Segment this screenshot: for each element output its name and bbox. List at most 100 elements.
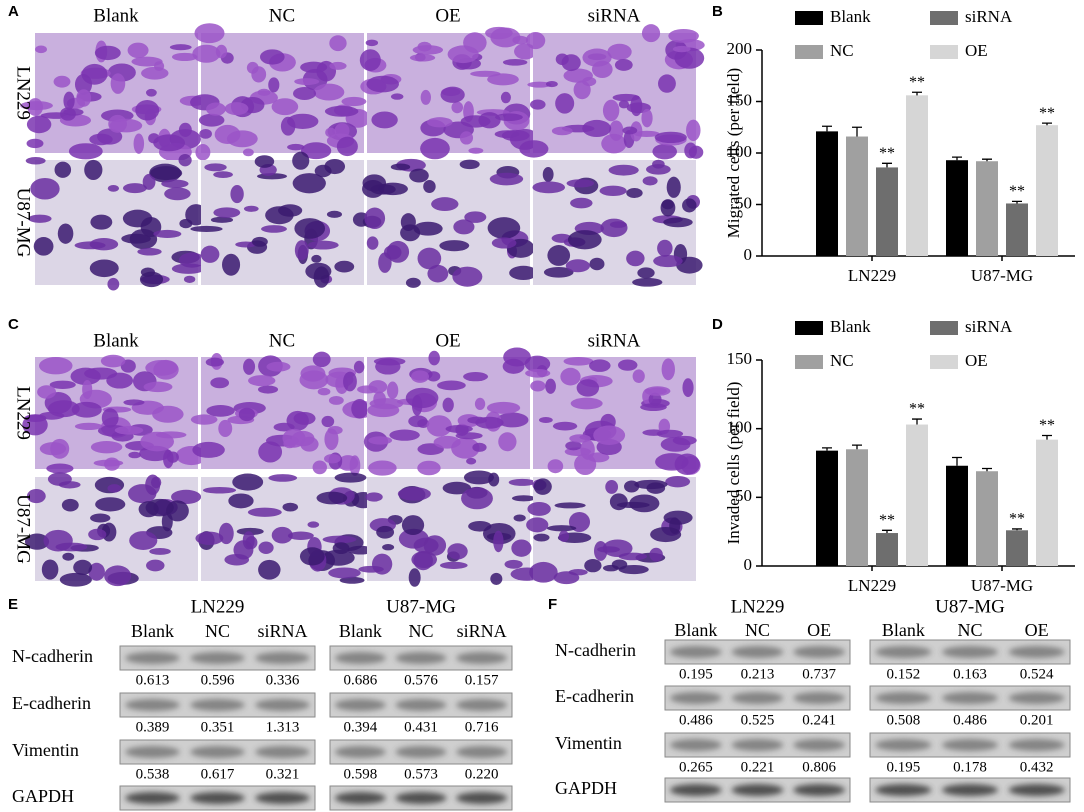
cell (236, 527, 264, 536)
density-value: 0.265 (679, 759, 713, 775)
cell (629, 494, 660, 513)
cell (60, 107, 76, 121)
cell (622, 126, 638, 135)
blot-band (456, 652, 508, 664)
blot-band (125, 792, 180, 804)
cell (463, 470, 495, 485)
cell (565, 259, 591, 273)
cell (329, 35, 347, 52)
cell (145, 359, 178, 376)
cell (555, 93, 575, 114)
blot-band (942, 784, 998, 796)
legend-swatch (795, 321, 823, 335)
cell (504, 559, 523, 569)
cell (554, 502, 586, 509)
cell (525, 368, 551, 378)
cell (654, 131, 687, 144)
cell (366, 75, 399, 93)
cell (453, 219, 475, 235)
blot-band (395, 746, 447, 758)
lane-label: NC (957, 620, 982, 640)
bar (976, 471, 998, 566)
cell (230, 184, 244, 204)
cell (382, 544, 395, 551)
cell (509, 265, 538, 281)
significance: ** (909, 74, 925, 91)
blot-band (875, 646, 932, 658)
cell (57, 223, 74, 244)
blot-band (395, 652, 447, 664)
cell (33, 237, 54, 256)
cell (121, 233, 151, 244)
cell (307, 240, 339, 250)
cell (68, 143, 103, 160)
cell (329, 61, 347, 70)
cell (601, 133, 627, 154)
cell (166, 500, 189, 522)
cell (258, 559, 281, 580)
cell (271, 98, 299, 116)
cell (365, 39, 379, 47)
cell (54, 161, 72, 178)
density-value: 0.598 (343, 766, 377, 782)
cell (169, 44, 192, 51)
cell (646, 164, 671, 175)
cell (529, 561, 558, 583)
cell (524, 355, 551, 373)
blot-band (456, 746, 508, 758)
legend-label: NC (830, 41, 854, 60)
cell (195, 144, 211, 161)
blot-band (255, 746, 310, 758)
cell (545, 81, 558, 88)
cell (100, 354, 126, 368)
cell (218, 522, 234, 545)
cell (146, 559, 165, 572)
density-value: 0.737 (802, 666, 836, 682)
cell (602, 539, 633, 558)
cell (389, 429, 420, 441)
cell (607, 43, 632, 60)
blot-band (125, 652, 180, 664)
column-label: NC (269, 330, 295, 351)
density-value: 0.201 (1020, 712, 1054, 728)
cell (326, 210, 343, 218)
cell (312, 351, 331, 368)
cell (268, 474, 298, 482)
cell (251, 236, 268, 247)
cell (452, 266, 483, 287)
cell (238, 407, 255, 422)
protein-label: GAPDH (555, 778, 617, 798)
cell (439, 561, 468, 569)
cell (76, 89, 92, 107)
cell (90, 440, 123, 454)
cell (532, 181, 566, 194)
cell (439, 240, 470, 252)
y-axis-label: Migrated cells (per field) (724, 68, 743, 238)
cell (560, 367, 581, 386)
bar (1036, 125, 1058, 256)
cell (138, 501, 159, 518)
cell (495, 113, 523, 121)
cell (417, 247, 442, 270)
cell (205, 357, 224, 367)
cell (463, 372, 489, 382)
cell (570, 197, 593, 209)
cell (293, 411, 316, 425)
cell (210, 377, 230, 389)
blot-band (456, 792, 508, 804)
cell (420, 89, 431, 105)
cell (353, 360, 365, 374)
cell (417, 460, 441, 476)
bar (946, 465, 968, 566)
cell (190, 225, 223, 233)
cell (164, 187, 191, 201)
cell (47, 400, 80, 418)
cell (376, 525, 395, 539)
density-value: 0.195 (886, 759, 920, 775)
cell (359, 49, 381, 71)
cell (50, 438, 70, 459)
blot-band (669, 646, 722, 658)
column-label: NC (269, 5, 295, 26)
cell (423, 180, 436, 193)
cell (139, 271, 164, 288)
